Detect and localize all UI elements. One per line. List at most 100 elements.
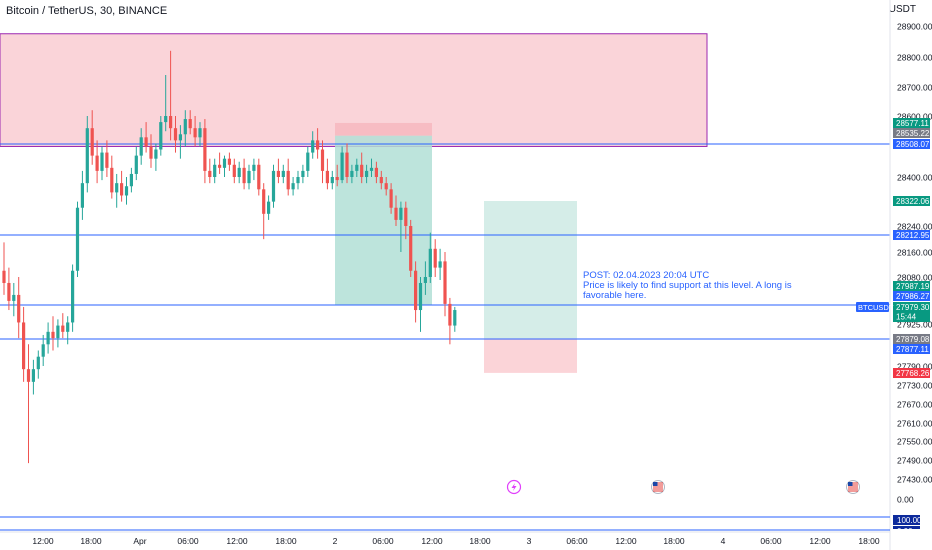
price-label-bg	[893, 128, 930, 138]
candle	[286, 158, 290, 196]
candle	[301, 164, 305, 184]
price-label-value: 27987.19	[896, 282, 930, 291]
candle-body	[2, 270, 6, 283]
price-label-bg	[893, 302, 930, 322]
candle-body	[120, 183, 124, 196]
candle	[61, 313, 65, 339]
candle-body	[139, 137, 143, 156]
note-line-2: Price is likely to find support at this …	[583, 280, 792, 291]
candle-body	[404, 207, 408, 226]
candle-body	[355, 164, 359, 171]
event-icons-layer[interactable]	[506, 479, 860, 495]
candle	[56, 319, 60, 348]
candle	[12, 282, 16, 317]
candle-body	[159, 122, 163, 150]
price-label-value: 27768.26	[896, 369, 930, 378]
price-tick-label: 27730.00	[897, 381, 932, 391]
candle-body	[242, 167, 246, 184]
us-flag-event-icon[interactable]	[846, 480, 860, 494]
time-tick-label: 18:00	[663, 536, 685, 546]
candle-body	[330, 177, 334, 184]
candle	[325, 158, 329, 190]
candle-body	[247, 170, 251, 184]
candle	[423, 261, 427, 295]
price-label-entry: 28535.22	[893, 128, 930, 138]
candle	[26, 344, 31, 464]
candle-body	[222, 158, 227, 168]
candle	[389, 183, 393, 214]
candle	[222, 155, 227, 177]
price-tick-label: 28800.00	[897, 53, 932, 63]
price-axis[interactable]: 28900.00 28800.00 28700.00 28600.00 28400.00…	[856, 0, 932, 550]
price-label-entry: 27879.08	[893, 334, 930, 344]
candle	[428, 232, 432, 283]
price-label-value: 28577.11	[896, 119, 929, 128]
candle	[267, 195, 271, 220]
candle	[418, 277, 423, 332]
candle	[306, 146, 310, 177]
flag-canton	[653, 482, 658, 486]
candle	[100, 146, 104, 181]
price-label-value: 28508.07	[896, 140, 930, 149]
price-label-value: 27879.08	[896, 335, 930, 344]
candle	[110, 155, 114, 199]
price-tick-label: 0.00	[897, 495, 914, 505]
candle-body	[227, 158, 231, 165]
candles-layer	[2, 50, 457, 464]
flag-stripe	[848, 486, 858, 488]
candle	[134, 146, 138, 181]
candle-body	[325, 170, 329, 184]
candle	[227, 152, 231, 171]
candle	[242, 158, 246, 190]
candle	[71, 264, 75, 332]
candle	[247, 164, 251, 190]
candle	[90, 110, 94, 165]
candle	[17, 277, 21, 339]
flag-stripe	[848, 484, 858, 486]
candle-body	[105, 152, 109, 168]
price-tick-label: 27610.00	[897, 419, 932, 429]
time-tick-label: 2	[333, 536, 338, 546]
candle	[355, 158, 359, 177]
candle	[164, 75, 168, 132]
time-tick-label: 18:00	[80, 536, 102, 546]
flag-canton	[848, 482, 853, 486]
candle	[330, 170, 334, 190]
candle	[399, 201, 403, 252]
indicator-pane: 100.00 0.00	[0, 515, 922, 536]
price-label-level: 27877.11	[893, 344, 930, 354]
flag-stripe	[653, 482, 663, 484]
candle	[2, 242, 6, 295]
us-flag-event-icon[interactable]	[651, 480, 665, 494]
candle	[193, 116, 197, 147]
candle-body	[124, 186, 129, 196]
candle-body	[340, 152, 344, 181]
price-label-value: 28212.95	[896, 231, 930, 240]
candle	[438, 248, 442, 280]
pane-label-value: 0.00	[897, 527, 913, 536]
candle-body	[51, 331, 55, 339]
price-tick-label: 27430.00	[897, 475, 932, 485]
candle-body	[183, 119, 187, 135]
candle	[85, 116, 89, 193]
candle-body	[345, 152, 349, 177]
time-tick-label: 18:00	[469, 536, 491, 546]
lightning-event-icon[interactable]	[506, 479, 522, 495]
candle	[394, 195, 398, 226]
candle-body	[276, 170, 280, 177]
candle	[41, 334, 45, 366]
candle-body	[7, 282, 11, 301]
candle-body	[213, 164, 217, 177]
flag-stripe	[848, 482, 858, 484]
candle-body	[218, 164, 222, 168]
candle	[169, 50, 173, 141]
price-label-countdown: 15:44	[896, 313, 917, 322]
candle-body	[71, 270, 75, 323]
price-tick-label: 28900.00	[897, 22, 932, 32]
candle	[340, 146, 344, 184]
time-tick-label: 06:00	[760, 536, 782, 546]
candle	[51, 316, 55, 351]
candle	[414, 261, 418, 323]
time-axis[interactable]: 12:00 18:00 Apr 06:00 12:00 18:00 2 06:00 12:00 1…	[0, 531, 890, 546]
